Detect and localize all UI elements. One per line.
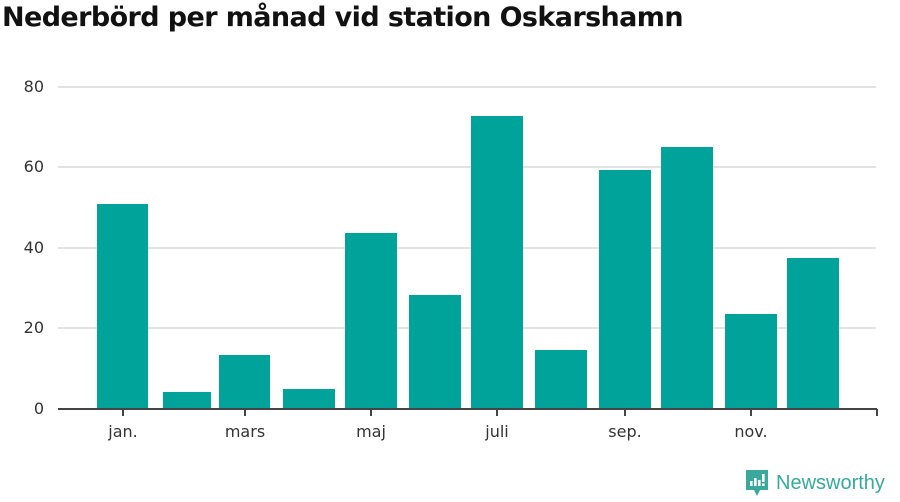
x-tick [244,409,246,416]
y-tick-label: 80 [23,77,44,96]
bar-juni [409,295,461,409]
gridline [58,166,876,168]
x-axis-line [58,408,877,410]
gridline [58,247,876,249]
gridline [58,327,876,329]
y-tick-label: 20 [23,318,44,337]
bar-mars [219,355,270,409]
bar-juli [471,116,523,409]
chart-title: Nederbörd per månad vid station Oskarsha… [2,2,684,33]
x-tick-label: juli [485,422,509,441]
x-tick-label: jan. [108,422,138,441]
x-tick [122,409,124,416]
y-tick-label: 40 [23,238,44,257]
newsworthy-brand[interactable]: Newsworthy [744,468,885,498]
x-tick [496,409,498,416]
bar-jan [97,204,148,409]
bar-apr [283,389,335,409]
x-tick-label: maj [356,422,386,441]
bar-nov [725,314,777,409]
x-tick [370,409,372,416]
gridline [58,86,876,88]
bar-aug [535,350,587,409]
x-tick-label: sep. [608,422,642,441]
x-tick [624,409,626,416]
x-axis-end-tick [876,409,878,416]
brand-name: Newsworthy [776,471,885,494]
bar-feb [163,392,211,409]
bar-sep [599,170,651,409]
x-tick [750,409,752,416]
x-tick-label: nov. [734,422,768,441]
bar-dec [787,258,839,409]
bar-okt [661,147,713,409]
y-tick-label: 0 [33,399,44,418]
x-tick-label: mars [224,422,266,441]
y-tick-label: 60 [23,157,44,176]
bar-maj [345,233,397,409]
newsworthy-logo-icon [744,468,770,498]
